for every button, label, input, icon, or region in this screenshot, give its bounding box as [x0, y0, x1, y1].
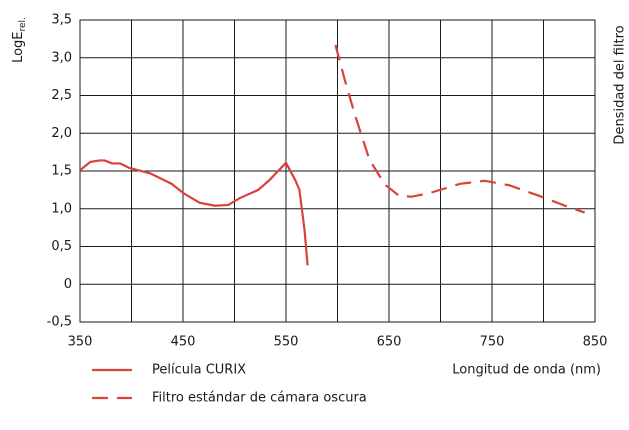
y-tick-label: 2,0 — [51, 126, 72, 141]
y-tick-label: 3,0 — [51, 50, 72, 65]
y-tick-label: 1,5 — [51, 164, 72, 179]
y-tick-label: 3,5 — [51, 13, 72, 28]
legend-label: Película CURIX — [152, 363, 246, 378]
y-tick-label: 0 — [64, 277, 72, 292]
x-tick-label: 650 — [377, 335, 402, 350]
legend-label: Filtro estándar de cámara oscura — [152, 391, 367, 406]
y-tick-label: 0,5 — [51, 239, 72, 254]
x-tick-label: 550 — [274, 335, 299, 350]
x-tick-label: 750 — [480, 335, 505, 350]
x-tick-label: 850 — [583, 335, 608, 350]
y-tick-label: 1,0 — [51, 201, 72, 216]
y2-axis-label: Densidad del filtro — [613, 25, 628, 144]
data-line — [79, 159, 309, 266]
x-axis-label: Longitud de onda (nm) — [452, 363, 601, 378]
x-tick-label: 350 — [68, 335, 93, 350]
y-tick-label: 2,5 — [51, 88, 72, 103]
y-tick-label: -0,5 — [47, 315, 72, 330]
x-tick-label: 450 — [171, 335, 196, 350]
data-line — [334, 44, 586, 214]
y-axis-label: LogErel. — [11, 17, 28, 63]
y-axis-label-main: LogE — [11, 31, 26, 62]
y-axis-label-sub: rel. — [18, 17, 28, 31]
